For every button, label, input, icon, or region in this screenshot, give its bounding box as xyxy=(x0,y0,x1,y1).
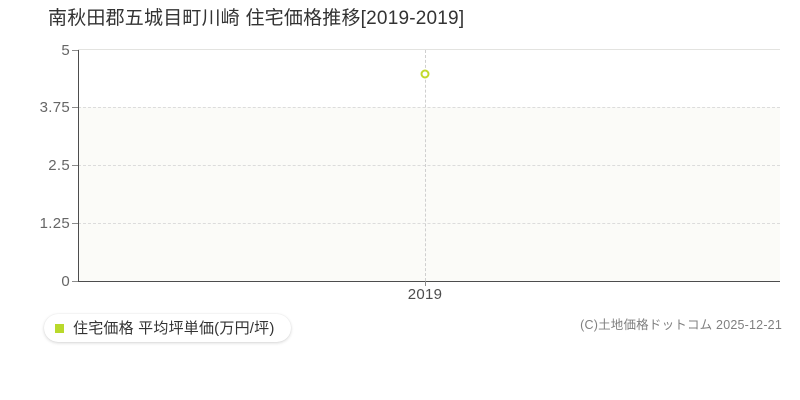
y-tick-3-75 xyxy=(72,107,78,108)
y-axis-label-2-5: 2.5 xyxy=(48,157,70,174)
y-axis-label-5: 5 xyxy=(61,42,70,59)
data-point-2019[interactable] xyxy=(420,69,430,79)
y-axis-label-0: 0 xyxy=(61,273,70,290)
x-axis-line xyxy=(78,281,780,282)
copyright-credit: (C)土地価格ドットコム 2025-12-21 xyxy=(580,318,782,332)
chart-legend[interactable]: 住宅価格 平均坪単価(万円/坪) xyxy=(44,314,291,342)
y-tick-0 xyxy=(72,281,78,282)
x-axis-label-2019: 2019 xyxy=(407,286,443,303)
gridline-y-1-25 xyxy=(78,223,780,224)
y-tick-5 xyxy=(72,50,78,51)
y-tick-2-5 xyxy=(72,165,78,166)
y-axis-label-3-75: 3.75 xyxy=(39,99,70,116)
y-axis-label-1-25: 1.25 xyxy=(39,215,70,232)
y-axis-line xyxy=(78,50,79,281)
plot-upper-band xyxy=(78,50,780,107)
chart-title: 南秋田郡五城目町川崎 住宅価格推移[2019-2019] xyxy=(48,8,465,29)
plot-top-border xyxy=(78,49,780,50)
y-tick-1-25 xyxy=(72,223,78,224)
x-tick-2019 xyxy=(425,281,426,286)
legend-swatch-icon xyxy=(55,323,64,333)
gridline-y-2-5 xyxy=(78,165,780,166)
gridline-x-2019 xyxy=(425,50,426,281)
y-axis-labels: 5 3.75 2.5 1.25 0 xyxy=(0,0,70,400)
legend-label: 住宅価格 平均坪単価(万円/坪) xyxy=(73,319,275,337)
gridline-y-3-75 xyxy=(78,107,780,108)
